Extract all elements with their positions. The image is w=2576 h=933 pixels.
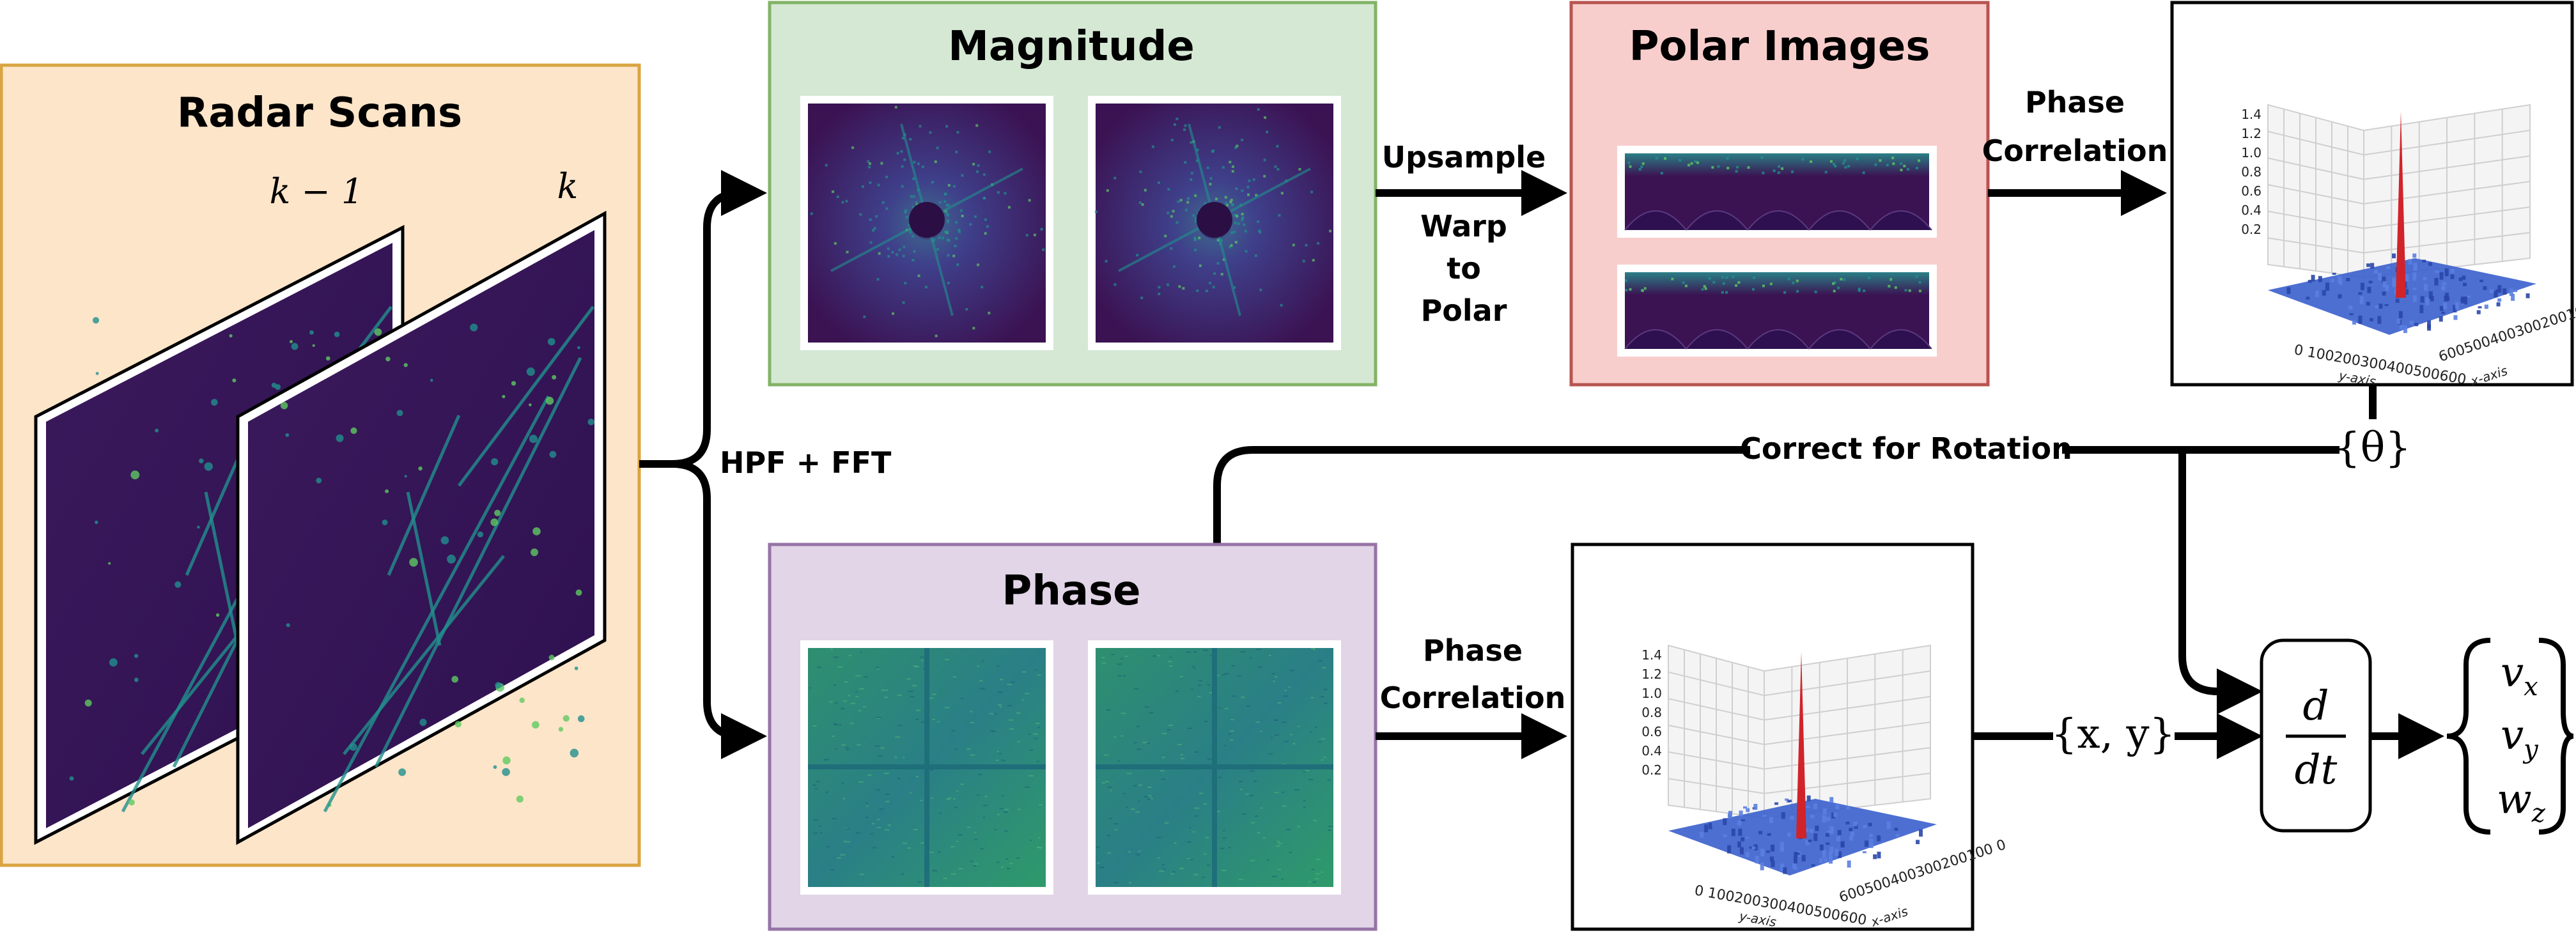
- z-tick-label: 1.4: [2241, 107, 2262, 122]
- z-tick-label: 0.6: [1641, 724, 1662, 739]
- upsample-label: Upsample: [1382, 140, 1546, 174]
- derivative-denominator: dt: [2295, 746, 2338, 794]
- output-wz: w: [2497, 776, 2532, 823]
- frame-label-curr: k: [557, 166, 578, 206]
- polar-image-prev: [1617, 146, 1937, 238]
- z-tick-label: 0.4: [2241, 203, 2262, 218]
- radar-scans-title: Radar Scans: [177, 89, 462, 137]
- phase-correlation-bottom-line1: Phase: [1423, 633, 1523, 668]
- output-vy: v: [2501, 712, 2524, 759]
- phase-correlation-bottom-line2: Correlation: [1380, 681, 1566, 715]
- polar-images-title: Polar Images: [1629, 23, 1930, 70]
- output-vx-subscript: x: [2524, 672, 2538, 702]
- phase-correlation-top-line1: Phase: [2025, 85, 2125, 120]
- output-vy-subscript: y: [2522, 735, 2539, 764]
- radar-scans-panel: Radar Scans k − 1 k: [0, 63, 641, 867]
- warp-label-line3: Polar: [1421, 293, 1507, 328]
- correlation-peak: [2396, 111, 2406, 298]
- z-tick-label: 1.4: [1641, 647, 1662, 663]
- svg-text:wz: wz: [2497, 776, 2546, 828]
- magnitude-panel: Magnitude: [768, 1, 1377, 387]
- z-tick-label: 0.2: [1641, 762, 1662, 778]
- z-tick-label: 1.2: [2241, 126, 2262, 141]
- hpf-fft-label: HPF + FFT: [720, 445, 892, 480]
- phase-image-curr: [1088, 640, 1341, 895]
- frame-label-prev: k − 1: [270, 171, 364, 212]
- polar-images-panel: Polar Images: [1569, 1, 1990, 387]
- warp-label-line2: to: [1447, 251, 1481, 286]
- correlation-peak: [1796, 652, 1806, 838]
- correct-for-rotation-label: Correct for Rotation: [1740, 431, 2072, 466]
- theta-label: {θ}: [2334, 424, 2411, 472]
- velocity-outputs: vx vy wz: [2446, 638, 2574, 835]
- output-wz-subscript: z: [2531, 799, 2546, 828]
- phase-panel: Phase: [768, 543, 1377, 931]
- svg-text:vy: vy: [2501, 712, 2539, 764]
- phase-title: Phase: [1002, 567, 1140, 615]
- warp-label-line1: Warp: [1420, 209, 1507, 243]
- z-tick-label: 1.2: [1641, 667, 1662, 682]
- branch-connector: [639, 170, 767, 759]
- polar-image-curr: [1617, 265, 1937, 357]
- derivative-numerator: d: [2303, 682, 2329, 730]
- radar-frame-curr: [236, 210, 607, 845]
- magnitude-title: Magnitude: [948, 23, 1195, 70]
- z-tick-label: 1.0: [1641, 686, 1662, 701]
- z-tick-label: 0.6: [2241, 183, 2262, 199]
- derivative-box: d dt: [2260, 638, 2372, 833]
- phase-correlation-top-line2: Correlation: [1982, 134, 2168, 168]
- phase-image-prev: [800, 640, 1053, 895]
- z-tick-label: 0.2: [2241, 222, 2262, 237]
- z-tick-label: 1.0: [2241, 145, 2262, 160]
- output-vx: v: [2501, 649, 2524, 697]
- svg-text:vx: vx: [2501, 649, 2538, 702]
- xy-label: {x, y}: [2051, 711, 2175, 758]
- translation-correlation-plot: 1.41.21.00.80.60.40.20 10020030040050060…: [1571, 543, 2008, 931]
- z-tick-label: 0.8: [1641, 705, 1662, 720]
- z-tick-label: 0.8: [2241, 164, 2262, 180]
- magnitude-image-prev: [800, 96, 1053, 350]
- z-tick-label: 0.4: [1641, 743, 1662, 759]
- rotation-correlation-plot: 1.41.21.00.80.60.40.20 10020030040050060…: [2170, 1, 2576, 389]
- rotation-correction-path: [1194, 446, 2339, 714]
- magnitude-image-curr: [1088, 96, 1341, 350]
